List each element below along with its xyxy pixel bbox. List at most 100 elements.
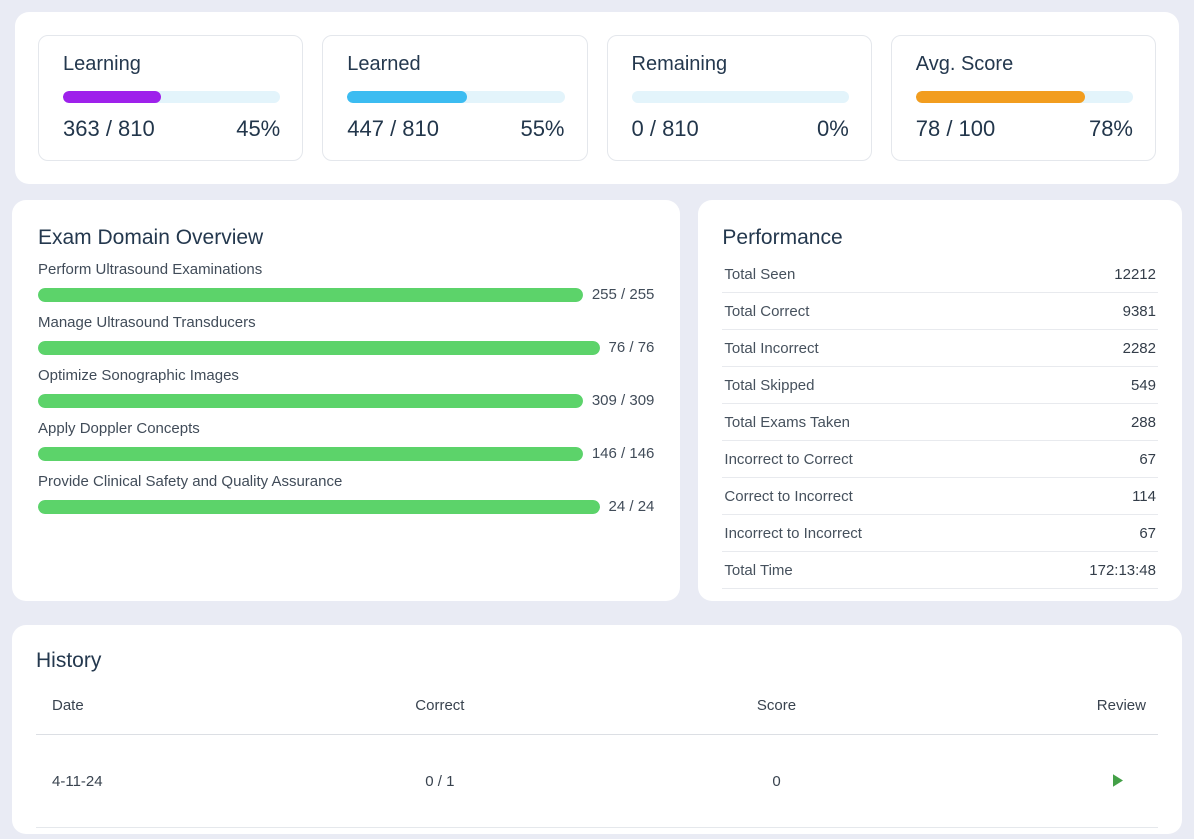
perf-label: Total Skipped — [724, 377, 815, 394]
stat-card-remaining: Remaining 0 / 810 0% — [606, 35, 872, 161]
perf-value: 12212 — [1114, 266, 1156, 283]
domain-label: Apply Doppler Concepts — [38, 420, 200, 437]
stat-title-learning: Learning — [63, 53, 141, 75]
history-cell-date: 4-11-24 — [52, 772, 103, 790]
dashboard-page: Learning 363 / 810 45% Learned 447 / 810… — [0, 12, 1194, 839]
history-cell-correct: 0 / 1 — [425, 772, 455, 790]
perf-row-total-skipped: Total Skipped 549 — [722, 367, 1158, 404]
domain-progress-fill — [38, 446, 583, 461]
learning-progress-track — [63, 91, 281, 103]
perf-label: Total Incorrect — [724, 340, 819, 357]
review-play-button[interactable] — [1107, 770, 1128, 791]
domain-progress-track — [38, 499, 600, 514]
history-row: 4-11-24 0 / 1 0 — [36, 735, 1158, 828]
domain-label: Manage Ultrasound Transducers — [38, 314, 256, 331]
stat-card-learned: Learned 447 / 810 55% — [322, 35, 588, 161]
stat-values-learned: 447 / 810 55% — [347, 116, 564, 142]
perf-value: 67 — [1139, 525, 1156, 542]
history-column-score: Score — [756, 697, 797, 714]
stat-values-learning: 363 / 810 45% — [63, 116, 280, 142]
perf-row-total-incorrect: Total Incorrect 2282 — [722, 330, 1158, 367]
remaining-progress-track — [631, 91, 849, 103]
perf-row-total-exams-taken: Total Exams Taken 288 — [722, 404, 1158, 441]
perf-row-correct-to-incorrect: Correct to Incorrect 114 — [722, 478, 1158, 515]
domain-progress-fill — [38, 499, 600, 514]
avg-score-percent: 78% — [1088, 116, 1133, 141]
perf-value: 67 — [1139, 451, 1156, 468]
domain-value: 255 / 255 — [591, 286, 655, 303]
perf-label: Incorrect to Incorrect — [724, 525, 862, 542]
history-header-row: Date Correct Score Review — [36, 697, 1158, 735]
domain-bar-line: 255 / 255 — [38, 286, 654, 303]
perf-row-incorrect-to-incorrect: Incorrect to Incorrect 67 — [722, 515, 1158, 552]
domain-value: 309 / 309 — [591, 392, 655, 409]
learned-progress-track — [347, 91, 565, 103]
learning-count: 363 / 810 — [63, 116, 155, 141]
domain-row-clinical-safety: Provide Clinical Safety and Quality Assu… — [38, 473, 654, 515]
avg-score-progress-track — [915, 91, 1133, 103]
domain-row-perform-ultrasound: Perform Ultrasound Examinations 255 / 25… — [38, 261, 654, 303]
learning-percent: 45% — [236, 116, 281, 141]
domain-progress-fill — [38, 287, 583, 302]
stat-title-learned: Learned — [347, 53, 421, 75]
avg-score-progress-fill — [915, 91, 1086, 103]
stat-title-remaining: Remaining — [631, 53, 728, 75]
perf-label: Total Seen — [724, 266, 796, 283]
domain-row-optimize-images: Optimize Sonographic Images 309 / 309 — [38, 367, 654, 409]
domain-value: 146 / 146 — [591, 445, 655, 462]
stat-card-learning: Learning 363 / 810 45% — [38, 35, 304, 161]
domain-progress-track — [38, 340, 600, 355]
performance-card: Performance Total Seen 12212 Total Corre… — [698, 200, 1182, 601]
domain-bar-line: 24 / 24 — [38, 498, 654, 515]
perf-value: 2282 — [1122, 340, 1156, 357]
learned-progress-fill — [347, 91, 467, 103]
history-column-date: Date — [52, 697, 84, 714]
perf-label: Total Time — [724, 562, 793, 579]
history-cell-review — [978, 770, 1158, 793]
performance-title: Performance — [722, 226, 843, 249]
domain-bar-line: 76 / 76 — [38, 339, 654, 356]
domain-row-manage-transducers: Manage Ultrasound Transducers 76 / 76 — [38, 314, 654, 356]
perf-label: Total Exams Taken — [724, 414, 851, 431]
domain-row-doppler-concepts: Apply Doppler Concepts 146 / 146 — [38, 420, 654, 462]
learned-percent: 55% — [520, 116, 565, 141]
perf-label: Total Correct — [724, 303, 810, 320]
domain-label: Provide Clinical Safety and Quality Assu… — [38, 473, 343, 490]
perf-value: 114 — [1132, 488, 1156, 505]
domain-progress-track — [38, 287, 583, 302]
perf-row-total-time: Total Time 172:13:48 — [722, 552, 1158, 589]
learned-count: 447 / 810 — [347, 116, 439, 141]
perf-row-total-correct: Total Correct 9381 — [722, 293, 1158, 330]
domain-value: 76 / 76 — [608, 339, 655, 356]
domain-progress-track — [38, 393, 583, 408]
domain-label: Perform Ultrasound Examinations — [38, 261, 263, 278]
middle-row: Exam Domain Overview Perform Ultrasound … — [12, 200, 1182, 601]
domain-bar-line: 309 / 309 — [38, 392, 654, 409]
remaining-count: 0 / 810 — [631, 116, 699, 141]
domain-bar-line: 146 / 146 — [38, 445, 654, 462]
history-cell-score: 0 — [772, 772, 781, 790]
stats-panel: Learning 363 / 810 45% Learned 447 / 810… — [15, 12, 1179, 184]
stat-values-avg-score: 78 / 100 78% — [916, 116, 1133, 142]
stat-card-avg-score: Avg. Score 78 / 100 78% — [890, 35, 1156, 161]
perf-row-incorrect-to-correct: Incorrect to Correct 67 — [722, 441, 1158, 478]
perf-row-total-seen: Total Seen 12212 — [722, 256, 1158, 293]
domain-label: Optimize Sonographic Images — [38, 367, 239, 384]
domain-progress-fill — [38, 340, 600, 355]
domain-value: 24 / 24 — [608, 498, 655, 515]
exam-domain-overview-title: Exam Domain Overview — [38, 226, 264, 249]
perf-label: Correct to Incorrect — [724, 488, 853, 505]
perf-value: 9381 — [1122, 303, 1156, 320]
domain-progress-fill — [38, 393, 583, 408]
perf-label: Incorrect to Correct — [724, 451, 853, 468]
remaining-percent: 0% — [816, 116, 849, 141]
history-column-correct: Correct — [415, 697, 465, 714]
exam-domain-overview-card: Exam Domain Overview Perform Ultrasound … — [12, 200, 681, 601]
avg-score-count: 78 / 100 — [915, 116, 996, 141]
perf-value: 288 — [1130, 414, 1156, 431]
domain-progress-track — [38, 446, 583, 461]
history-title: History — [36, 649, 102, 672]
history-column-review: Review — [1096, 697, 1146, 714]
perf-value: 549 — [1130, 377, 1156, 394]
learning-progress-fill — [63, 91, 161, 103]
